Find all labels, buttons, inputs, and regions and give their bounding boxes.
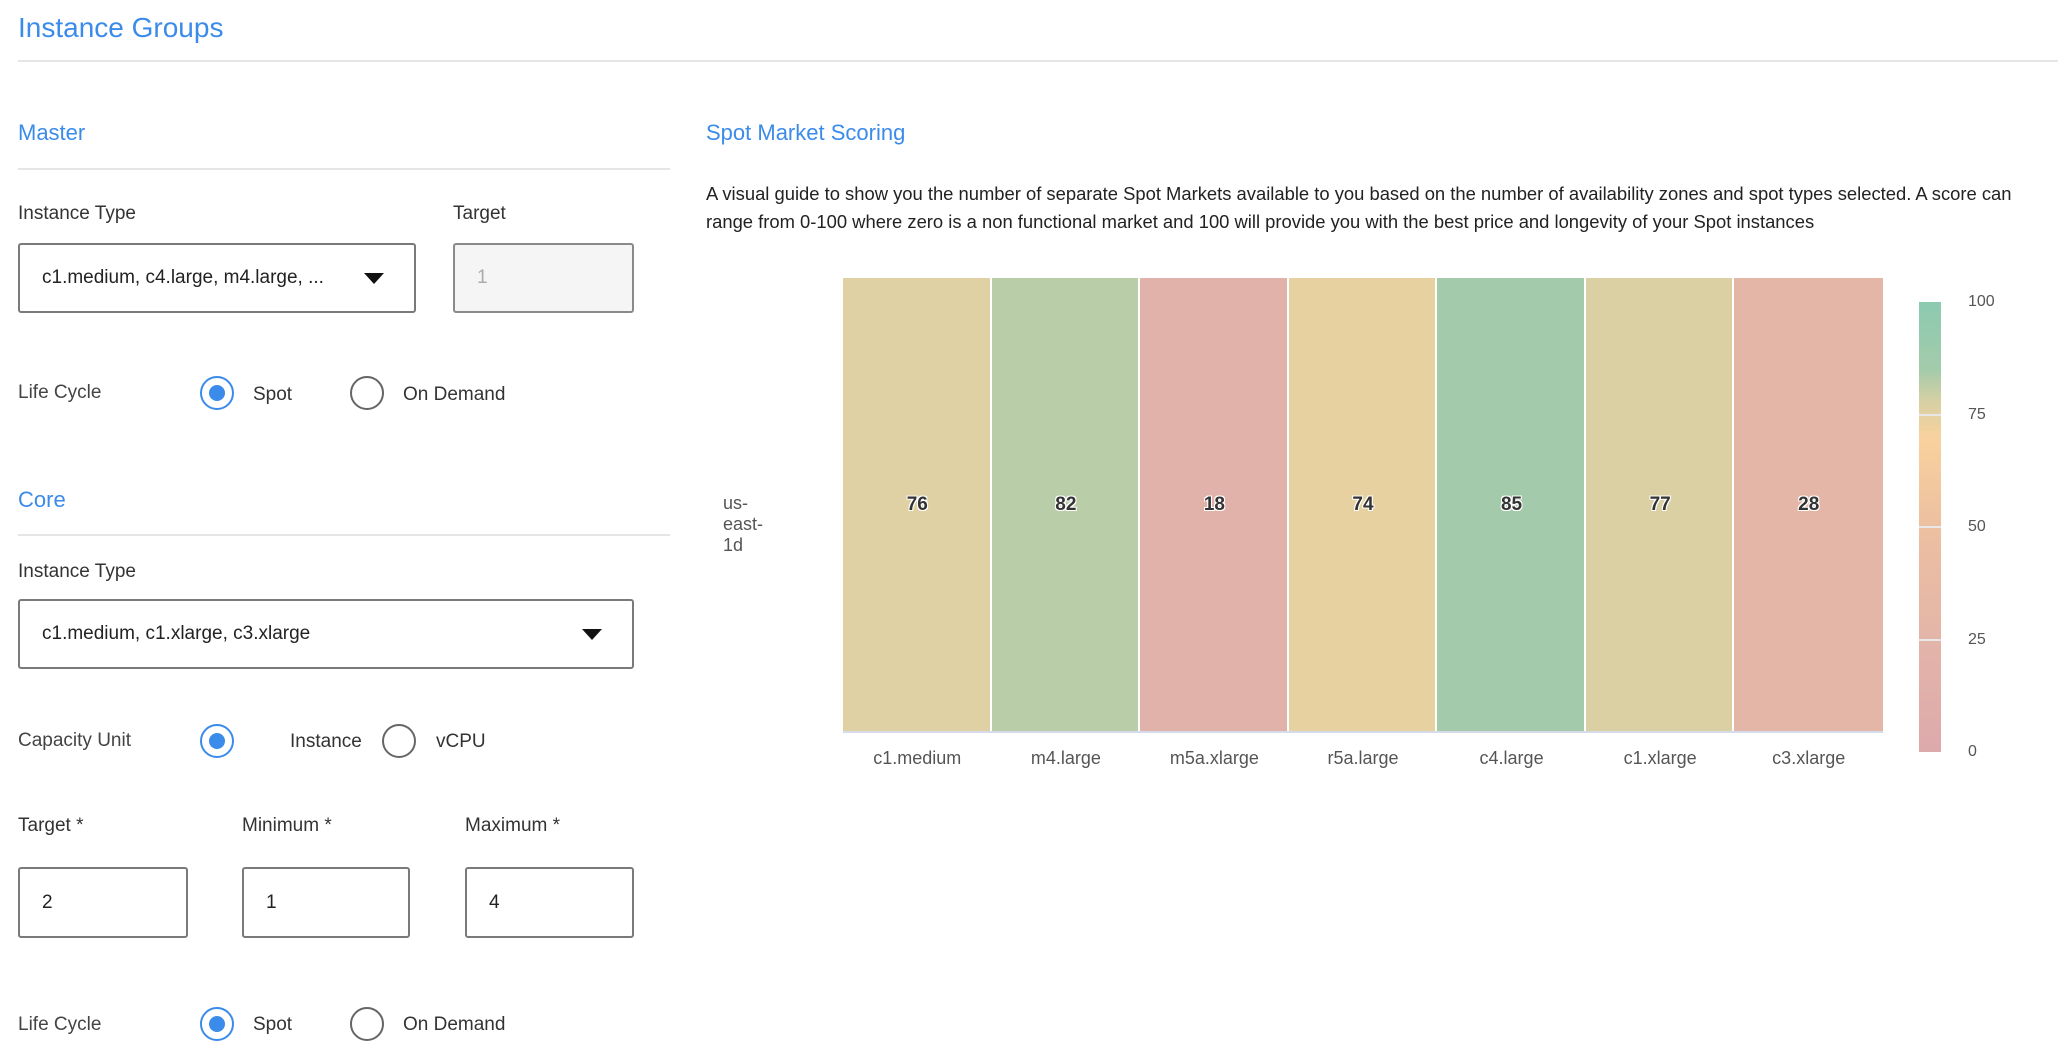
x-tick-label: m5a.xlarge — [1169, 748, 1259, 768]
spot-heading: Spot Market Scoring — [706, 120, 906, 145]
heatmap-cell[interactable] — [1288, 278, 1438, 731]
core-maximum-value: 4 — [489, 891, 500, 913]
capacity-instance-radio[interactable] — [200, 724, 234, 758]
cell-value-label: 76 — [906, 493, 928, 515]
heatmap-cell[interactable] — [1585, 278, 1735, 731]
x-axis-line — [843, 731, 1883, 733]
master-divider — [18, 168, 670, 170]
cell-value-label: 77 — [1649, 493, 1671, 515]
chevron-down-icon — [364, 273, 384, 284]
capacity-vcpu-radio[interactable] — [382, 724, 416, 758]
cell-value-label: 28 — [1798, 493, 1820, 515]
core-minimum-input[interactable]: 1 — [242, 867, 410, 938]
heatmap-cell[interactable] — [1437, 278, 1586, 731]
core-on-demand-radio[interactable] — [350, 1007, 384, 1041]
core-target-label: Target * — [18, 815, 84, 836]
x-tick-label: c4.large — [1479, 748, 1544, 768]
core-on-demand-label: On Demand — [403, 1014, 506, 1035]
x-tick-label: r5a.large — [1327, 748, 1399, 768]
core-minimum-label: Minimum * — [242, 815, 332, 836]
master-instance-type-select[interactable]: c1.medium, c4.large, m4.large, ... — [18, 243, 416, 313]
core-spot-radio[interactable] — [200, 1007, 234, 1041]
colorbar-tick-line — [1919, 526, 1941, 528]
capacity-instance-label: Instance — [290, 731, 362, 752]
capacity-unit-label: Capacity Unit — [18, 730, 131, 751]
master-target-value: 1 — [477, 267, 488, 288]
core-maximum-input[interactable]: 4 — [465, 867, 634, 938]
cell-value-label: 18 — [1203, 493, 1225, 515]
master-spot-label: Spot — [253, 384, 293, 405]
spot-description: A visual guide to show you the number of… — [706, 183, 2012, 232]
colorbar-tick-label: 0 — [1968, 743, 1977, 760]
y-tick-label: us-east-1d — [723, 492, 764, 555]
master-target-input[interactable]: 1 — [453, 243, 634, 313]
heatmap-cell[interactable] — [1140, 278, 1289, 731]
master-target-label: Target — [453, 203, 506, 224]
capacity-vcpu-label: vCPU — [436, 731, 486, 752]
core-life-cycle-label: Life Cycle — [18, 1014, 102, 1035]
core-instance-type-label: Instance Type — [18, 561, 136, 582]
core-minimum-value: 1 — [266, 891, 277, 913]
heatmap-cell[interactable] — [1734, 278, 1883, 731]
colorbar-tick-label: 25 — [1968, 630, 1986, 648]
core-instance-type-value: c1.medium, c1.xlarge, c3.xlarge — [42, 623, 311, 644]
x-tick-label: c3.xlarge — [1772, 748, 1846, 768]
master-on-demand-radio[interactable] — [350, 376, 384, 410]
core-instance-type-select[interactable]: c1.medium, c1.xlarge, c3.xlarge — [18, 599, 634, 669]
chevron-down-icon — [582, 629, 602, 640]
colorbar-tick-label: 100 — [1968, 293, 1995, 310]
master-heading: Master — [18, 120, 86, 145]
heatmap-cell[interactable] — [843, 278, 992, 731]
cell-value-label: 85 — [1500, 493, 1523, 515]
core-heading: Core — [18, 487, 66, 512]
core-target-input[interactable]: 2 — [18, 867, 188, 938]
core-maximum-label: Maximum * — [465, 815, 561, 836]
master-instance-type-label: Instance Type — [18, 203, 136, 224]
heatmap-cell[interactable] — [991, 278, 1141, 731]
colorbar-tick-line — [1919, 413, 1941, 416]
cell-value-label: 74 — [1352, 493, 1374, 515]
cell-value-label: 82 — [1055, 493, 1077, 515]
x-tick-label: c1.medium — [873, 748, 962, 768]
core-divider — [18, 534, 670, 536]
master-instance-type-value: c1.medium, c4.large, m4.large, ... — [42, 267, 324, 288]
core-target-value: 2 — [42, 891, 53, 913]
colorbar-tick-label: 75 — [1968, 405, 1986, 423]
master-on-demand-label: On Demand — [403, 384, 506, 405]
colorbar-tick-line — [1919, 638, 1941, 641]
x-tick-label: c1.xlarge — [1623, 748, 1697, 768]
colorbar-tick-label: 50 — [1968, 518, 1986, 535]
title-divider — [18, 60, 2058, 62]
x-tick-label: m4.large — [1030, 748, 1101, 768]
master-life-cycle-label: Life Cycle — [18, 382, 102, 403]
page-title: Instance Groups — [18, 12, 224, 43]
master-spot-radio[interactable] — [200, 376, 234, 410]
core-spot-label: Spot — [253, 1014, 293, 1035]
